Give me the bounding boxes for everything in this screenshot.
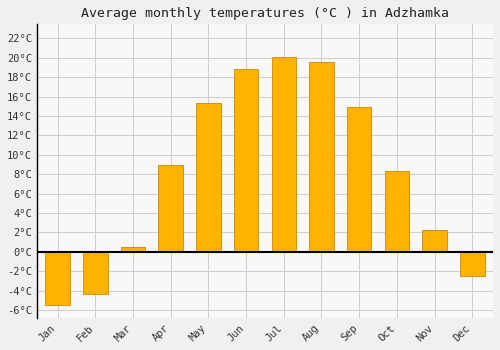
Title: Average monthly temperatures (°C ) in Adzhamka: Average monthly temperatures (°C ) in Ad…: [81, 7, 449, 20]
Bar: [83, 252, 108, 294]
Bar: [120, 247, 145, 252]
Bar: [460, 252, 484, 276]
Bar: [158, 164, 183, 252]
Bar: [46, 252, 70, 305]
Bar: [384, 172, 409, 252]
Bar: [309, 62, 334, 252]
Bar: [234, 70, 258, 252]
Bar: [196, 104, 220, 252]
Bar: [347, 107, 372, 252]
Bar: [422, 230, 447, 252]
Bar: [272, 57, 296, 252]
